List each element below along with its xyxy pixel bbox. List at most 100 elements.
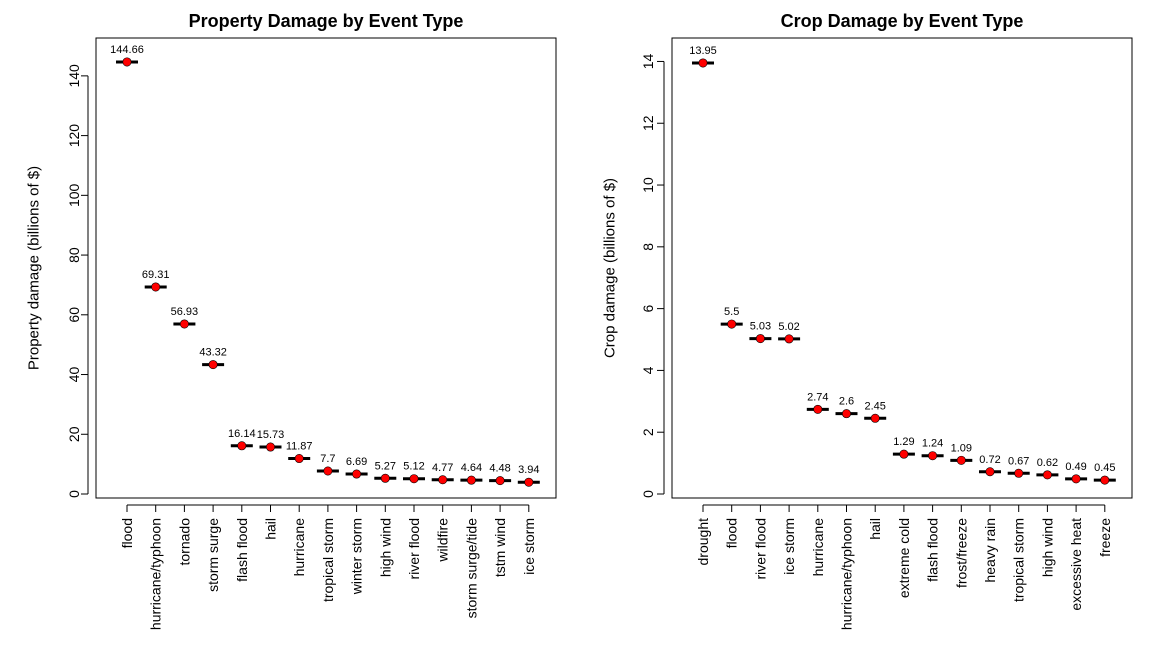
x-tick-label: drought [695,518,711,566]
data-point [409,474,419,484]
data-point [841,409,851,419]
data-label: 5.27 [375,460,396,472]
plot-frame [95,37,557,499]
data-point [956,455,966,465]
data-label: 6.69 [346,456,367,468]
y-tick-label: 80 [66,247,82,263]
data-label: 4.77 [432,462,453,474]
data-point [1042,470,1052,480]
data-label: 1.24 [922,438,943,450]
x-tick-label: river flood [406,518,422,579]
x-tick-label: tropical storm [1011,518,1027,602]
data-point [1100,475,1110,485]
x-tick-label: storm surge [205,518,221,592]
data-label: 5.5 [724,306,739,318]
x-tick-label: hurricane/typhoon [839,518,855,630]
data-label: 2.6 [839,396,854,408]
y-tick-label: 120 [66,124,82,148]
data-point [727,319,737,329]
data-point [495,476,505,486]
x-tick-label: freeze [1097,518,1113,557]
y-tick-label: 4 [640,366,656,374]
x-tick-label: excessive heat [1068,518,1084,611]
y-tick-label: 2 [640,428,656,436]
y-tick-label: 0 [640,490,656,498]
data-label: 0.62 [1037,457,1058,469]
data-point [870,413,880,423]
x-tick-label: wildfire [435,518,451,563]
y-tick-label: 0 [66,490,82,498]
data-point [237,441,247,451]
data-label: 0.45 [1094,462,1115,474]
data-label: 0.49 [1065,461,1086,473]
data-label: 5.03 [750,321,771,333]
data-label: 3.94 [518,464,539,476]
data-label: 144.66 [110,44,144,56]
x-tick-label: flood [724,518,740,548]
x-tick-label: winter storm [349,518,365,595]
data-label: 15.73 [257,429,285,441]
chart-title: Crop Damage by Event Type [781,11,1024,31]
data-label: 1.29 [893,436,914,448]
x-tick-label: hail [867,518,883,540]
data-label: 16.14 [228,428,256,440]
y-tick-label: 100 [66,183,82,207]
x-tick-label: hurricane [810,518,826,577]
x-tick-label: tstm wind [492,518,508,577]
x-tick-label: storm surge/tide [463,518,479,619]
data-label: 56.93 [171,306,199,318]
x-tick-label: flood [119,518,135,548]
x-tick-label: hurricane/typhoon [148,518,164,630]
y-tick-label: 14 [640,53,656,69]
y-tick-label: 12 [640,115,656,131]
data-point [466,475,476,485]
y-tick-label: 10 [640,177,656,193]
data-label: 5.12 [403,461,424,473]
x-tick-label: hurricane [291,518,307,577]
y-tick-label: 8 [640,243,656,251]
data-point [784,334,794,344]
x-tick-label: frost/freeze [953,518,969,588]
y-axis-label: Property damage (billions of $) [26,166,43,370]
data-point [698,58,708,68]
data-point [294,454,304,464]
data-label: 0.72 [979,454,1000,466]
data-point [899,449,909,459]
chart-title: Property Damage by Event Type [189,11,464,31]
x-tick-label: high wind [1039,518,1055,577]
x-tick-label: flash flood [925,518,941,582]
data-point [985,467,995,477]
x-tick-label: flash flood [234,518,250,582]
x-tick-label: tropical storm [320,518,336,602]
data-point [1071,474,1081,484]
data-point [755,334,765,344]
y-tick-label: 140 [66,64,82,88]
data-label: 4.64 [461,462,482,474]
x-tick-label: high wind [377,518,393,577]
plot-frame [671,37,1133,499]
data-label: 69.31 [142,269,170,281]
data-point [928,451,938,461]
x-tick-label: river flood [752,518,768,579]
y-axis-label: Crop damage (billions of $) [602,178,619,358]
y-tick-label: 6 [640,305,656,313]
data-label: 2.45 [864,400,885,412]
data-point [151,282,161,292]
data-label: 7.7 [320,453,335,465]
x-tick-label: ice storm [781,518,797,575]
data-point [323,466,333,476]
chart-panel-2: Crop Damage by Event Type 0 2 4 6 8 10 12 14 Crop… [602,11,1133,630]
x-tick-label: extreme cold [896,518,912,598]
data-point [524,477,534,487]
data-point [438,475,448,485]
data-label: 4.48 [489,463,510,475]
x-tick-label: hail [263,518,279,540]
data-point [352,469,362,479]
data-label: 43.32 [199,347,227,359]
data-label: 11.87 [286,441,313,453]
data-label: 0.67 [1008,455,1029,467]
data-point [380,473,390,483]
x-tick-label: tornado [176,518,192,566]
x-tick-label: heavy rain [982,518,998,583]
